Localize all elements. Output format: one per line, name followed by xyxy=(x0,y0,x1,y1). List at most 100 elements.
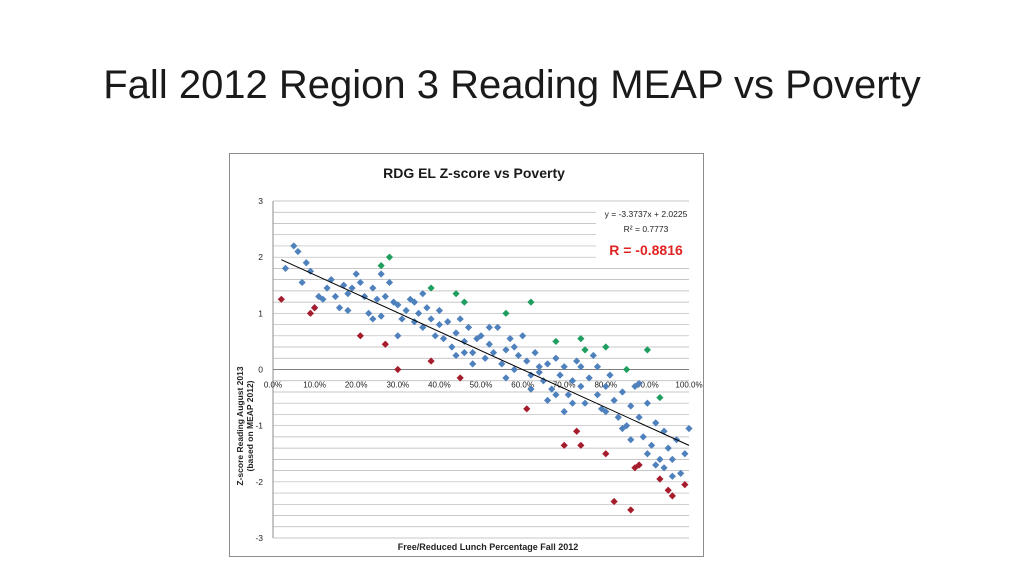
x-tick-label: 50.0% xyxy=(470,381,493,390)
y-tick-label: 0 xyxy=(258,365,263,375)
data-point-blue xyxy=(552,354,560,362)
y-tick-label: 2 xyxy=(258,252,263,262)
data-point-blue xyxy=(685,424,693,433)
data-point-blue xyxy=(514,351,523,360)
data-points xyxy=(277,242,693,514)
data-point-blue xyxy=(668,455,676,463)
data-point-green xyxy=(552,337,560,346)
data-point-blue xyxy=(306,267,315,275)
data-point-blue xyxy=(281,264,290,272)
data-point-red xyxy=(456,374,464,382)
data-point-blue xyxy=(581,399,589,407)
data-point-blue xyxy=(290,242,298,250)
data-point-blue xyxy=(510,343,518,351)
data-point-red xyxy=(560,441,568,449)
x-axis-label: Free/Reduced Lunch Percentage Fall 2012 xyxy=(398,542,579,552)
data-point-blue xyxy=(419,323,427,331)
data-point-blue xyxy=(377,270,385,278)
data-point-red xyxy=(681,481,689,489)
x-tick-label: 0.0% xyxy=(264,381,282,390)
data-point-blue xyxy=(485,323,493,331)
data-point-red xyxy=(668,492,676,500)
data-point-blue xyxy=(394,332,402,340)
data-point-blue xyxy=(643,450,651,458)
data-point-red xyxy=(602,450,610,458)
data-point-blue xyxy=(652,461,660,469)
data-point-blue xyxy=(394,301,402,309)
data-point-blue xyxy=(556,371,564,379)
data-point-blue xyxy=(531,349,539,357)
data-point-blue xyxy=(568,399,577,407)
data-point-blue xyxy=(664,444,672,452)
data-point-blue xyxy=(344,290,352,298)
trend-line xyxy=(281,259,690,446)
r-value-label: R = -0.8816 xyxy=(609,242,683,258)
data-point-blue xyxy=(560,408,568,416)
ylabel-line2: (based on MEAP 2012) xyxy=(245,380,255,471)
ylabel-line1: Z-score Reading August 2013 xyxy=(235,366,245,485)
data-point-blue xyxy=(568,377,577,385)
data-point-blue xyxy=(560,363,568,371)
data-point-green xyxy=(643,346,651,354)
data-point-blue xyxy=(381,292,389,301)
data-point-blue xyxy=(639,433,647,441)
data-point-blue xyxy=(539,377,547,385)
x-tick-label: 100.0% xyxy=(675,381,702,390)
x-tick-label: 10.0% xyxy=(303,381,326,390)
data-point-blue xyxy=(585,374,593,382)
data-point-blue xyxy=(352,270,360,278)
data-point-blue xyxy=(543,396,552,404)
data-point-blue xyxy=(681,450,689,458)
data-point-blue xyxy=(614,413,622,421)
equation-box-bg xyxy=(596,206,696,264)
trend-equation: y = -3.3737x + 2.0225 xyxy=(605,209,688,219)
data-point-blue xyxy=(606,371,614,379)
data-point-blue xyxy=(510,365,518,374)
data-point-blue xyxy=(643,399,651,407)
data-point-blue xyxy=(623,422,631,430)
y-tick-label: 1 xyxy=(258,308,263,318)
data-point-blue xyxy=(573,357,581,365)
data-point-green xyxy=(602,343,610,351)
trend-r-squared: R² = 0.7773 xyxy=(624,224,669,234)
data-point-blue xyxy=(627,436,635,444)
data-point-green xyxy=(527,298,535,306)
data-point-blue xyxy=(369,315,377,323)
data-point-green xyxy=(577,335,585,343)
data-point-blue xyxy=(635,413,643,421)
data-point-green xyxy=(385,253,394,261)
data-point-blue xyxy=(677,469,685,478)
data-point-blue xyxy=(593,391,602,399)
y-tick-label: -3 xyxy=(255,533,263,543)
data-point-red xyxy=(631,464,639,472)
data-point-blue xyxy=(598,405,606,413)
data-point-blue xyxy=(610,396,618,404)
data-point-blue xyxy=(294,247,302,256)
data-point-blue xyxy=(656,455,664,463)
chart-title: RDG EL Z-score vs Poverty xyxy=(383,165,565,181)
data-point-blue xyxy=(344,306,352,315)
data-point-red xyxy=(610,497,618,506)
data-point-red xyxy=(394,365,402,374)
scatter-chart: RDG EL Z-score vs Poverty 3 2 1 0 -1 -2 -3 0.0… xyxy=(235,165,703,552)
data-point-red xyxy=(656,475,664,483)
data-point-blue xyxy=(469,360,477,368)
data-point-blue xyxy=(427,315,435,323)
slide-title: Fall 2012 Region 3 Reading MEAP vs Pover… xyxy=(103,63,921,107)
data-point-blue xyxy=(577,382,585,390)
data-point-blue xyxy=(464,323,473,331)
data-point-blue xyxy=(660,464,668,472)
data-point-blue xyxy=(647,441,656,449)
data-point-blue xyxy=(548,385,556,393)
x-tick-label: 20.0% xyxy=(345,381,368,390)
data-point-green xyxy=(460,298,468,306)
data-point-green xyxy=(656,393,664,402)
data-point-red xyxy=(356,332,364,340)
data-point-blue xyxy=(469,349,477,357)
data-point-blue xyxy=(481,354,489,362)
data-point-blue xyxy=(519,332,527,340)
data-point-blue xyxy=(652,419,660,427)
x-tick-label: 60.0% xyxy=(511,381,534,390)
data-point-blue xyxy=(502,346,510,354)
data-point-blue xyxy=(506,335,514,343)
